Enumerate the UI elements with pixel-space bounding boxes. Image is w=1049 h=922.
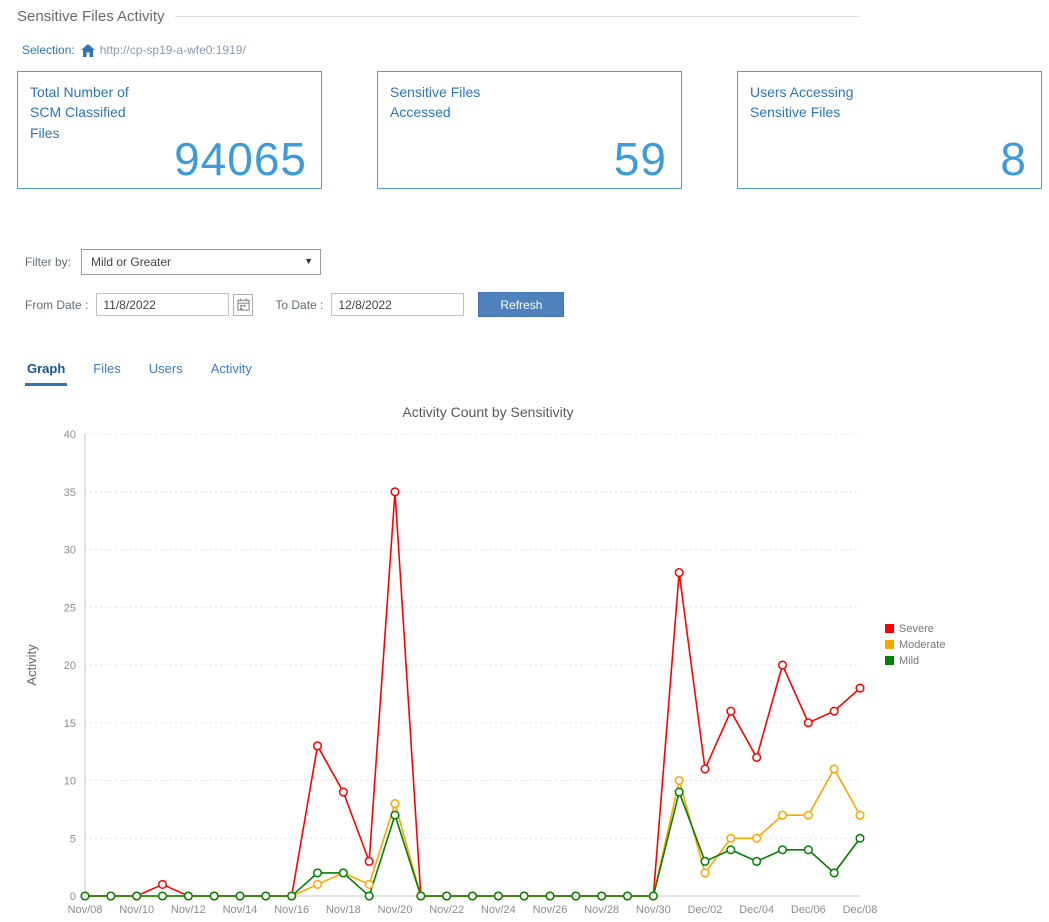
svg-text:40: 40 — [64, 429, 76, 441]
chart-container: 0 5 10 15 20 25 30 35 40 Nov/08 Nov/10 Nov/12 Nov/14… — [0, 424, 1049, 922]
tab-activity[interactable]: Activity — [210, 361, 252, 376]
svg-text:5: 5 — [70, 833, 76, 845]
card-users-accessing: Users Accessing Sensitive Files 8 — [737, 71, 1042, 189]
svg-text:Nov/10: Nov/10 — [119, 904, 154, 916]
filter-by-label: Filter by: — [25, 255, 72, 269]
svg-text:10: 10 — [64, 776, 76, 788]
svg-text:Nov/20: Nov/20 — [378, 904, 413, 916]
card-sensitive-files-accessed: Sensitive Files Accessed 59 — [377, 71, 682, 189]
svg-text:Nov/22: Nov/22 — [429, 904, 464, 916]
to-date-label: To Date : — [275, 297, 324, 312]
selection-row: Selection: http://cp-sp19-a-wfe0:1919/ — [22, 43, 1049, 57]
svg-text:Nov/14: Nov/14 — [223, 904, 258, 916]
page-header: Sensitive Files Activity — [0, 0, 1049, 25]
svg-text:Nov/08: Nov/08 — [68, 904, 103, 916]
card-label: Users Accessing Sensitive Files — [750, 84, 854, 121]
svg-text:Nov/18: Nov/18 — [326, 904, 361, 916]
svg-text:Nov/30: Nov/30 — [636, 904, 671, 916]
selection-url-link[interactable]: http://cp-sp19-a-wfe0:1919/ — [99, 43, 246, 57]
chart-title: Activity Count by Sensitivity — [402, 404, 574, 420]
home-icon[interactable] — [80, 43, 95, 57]
card-label: Sensitive Files Accessed — [390, 84, 481, 121]
svg-text:Mild: Mild — [899, 655, 919, 667]
svg-text:Nov/26: Nov/26 — [533, 904, 568, 916]
refresh-button[interactable]: Refresh — [478, 292, 565, 317]
tab-bar: Graph Files Users Activity — [25, 361, 1049, 386]
date-filter-row: From Date : To Date : Refresh — [25, 292, 1049, 317]
svg-text:Nov/28: Nov/28 — [584, 904, 619, 916]
header-divider — [174, 16, 859, 17]
svg-text:25: 25 — [64, 602, 76, 614]
tab-files[interactable]: Files — [93, 361, 121, 376]
tab-users[interactable]: Users — [148, 361, 183, 376]
summary-cards: Total Number of SCM Classified Files 940… — [17, 71, 1049, 189]
filter-by-selected-value: Mild or Greater — [91, 255, 172, 269]
svg-text:Activity: Activity — [24, 644, 39, 686]
svg-text:Dec/06: Dec/06 — [791, 904, 826, 916]
calendar-icon — [237, 298, 250, 311]
svg-text:Nov/12: Nov/12 — [171, 904, 206, 916]
card-label: Total Number of SCM Classified Files — [30, 84, 129, 141]
filter-by-select[interactable]: Mild or Greater ▼ — [81, 249, 322, 275]
svg-text:Moderate: Moderate — [899, 639, 945, 651]
page-title: Sensitive Files Activity — [17, 8, 165, 25]
svg-text:35: 35 — [64, 487, 76, 499]
svg-text:Dec/08: Dec/08 — [843, 904, 878, 916]
from-date-label: From Date : — [25, 297, 89, 312]
from-date-input[interactable] — [96, 293, 230, 316]
calendar-picker-button[interactable] — [233, 293, 254, 316]
svg-text:30: 30 — [64, 545, 76, 557]
chevron-down-icon: ▼ — [304, 256, 314, 266]
card-value: 59 — [613, 133, 667, 185]
svg-text:Severe: Severe — [899, 623, 934, 635]
filter-row: Filter by: Mild or Greater ▼ — [25, 249, 1049, 275]
svg-text:Nov/16: Nov/16 — [274, 904, 309, 916]
card-value: 8 — [1000, 133, 1027, 185]
svg-text:0: 0 — [70, 891, 76, 903]
activity-count-chart: 0 5 10 15 20 25 30 35 40 Nov/08 Nov/10 Nov/12 Nov/14… — [24, 429, 945, 916]
svg-text:Nov/24: Nov/24 — [481, 904, 516, 916]
selection-label: Selection: — [22, 43, 75, 57]
svg-text:15: 15 — [64, 718, 76, 730]
svg-text:Dec/02: Dec/02 — [688, 904, 723, 916]
tab-graph[interactable]: Graph — [25, 361, 68, 386]
svg-text:20: 20 — [64, 660, 76, 672]
card-value: 94065 — [174, 133, 307, 185]
card-total-classified-files: Total Number of SCM Classified Files 940… — [17, 71, 322, 189]
to-date-input[interactable] — [331, 293, 465, 316]
svg-text:Dec/04: Dec/04 — [739, 904, 774, 916]
